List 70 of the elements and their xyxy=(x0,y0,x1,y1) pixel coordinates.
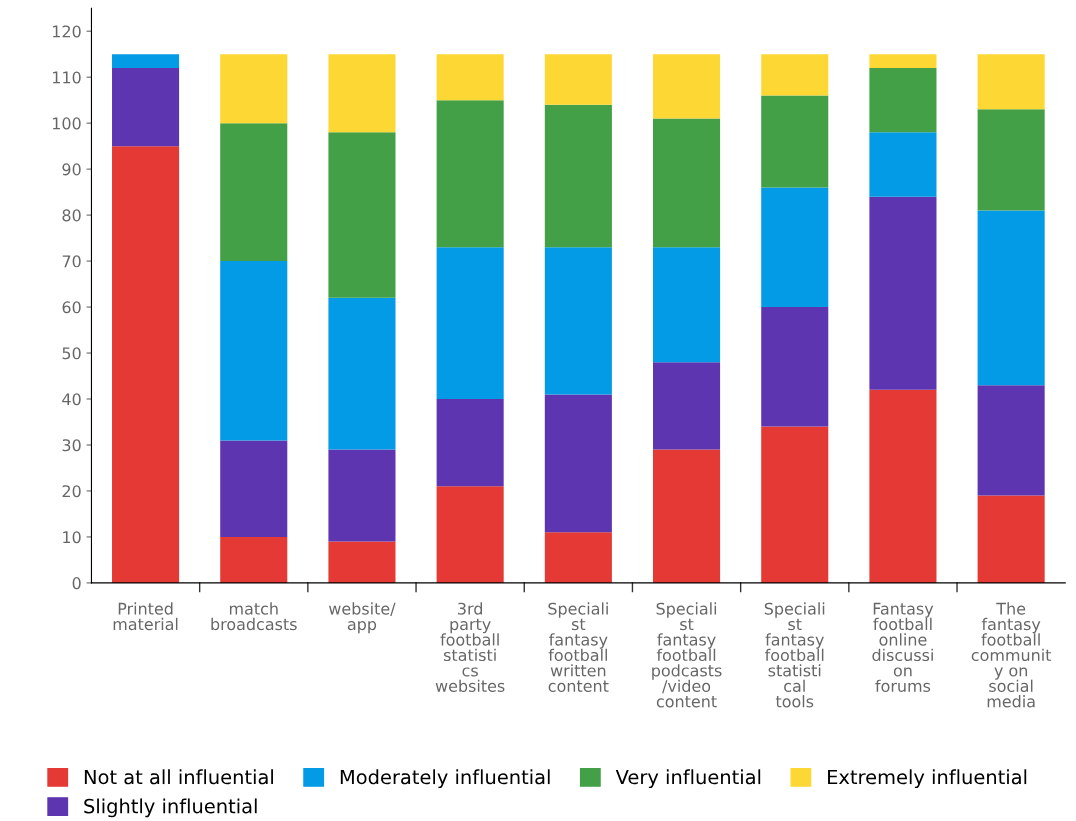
x-tick-label: match broadcasts xyxy=(211,602,297,631)
legend-label: Extremely influential xyxy=(828,769,1027,789)
bar xyxy=(653,54,721,119)
bar xyxy=(436,399,504,487)
y-tick-label: 50 xyxy=(62,347,81,360)
bar xyxy=(436,100,504,248)
y-tick-label: 80 xyxy=(62,209,81,222)
y-tick-label: 0 xyxy=(72,577,81,590)
bar xyxy=(761,426,829,583)
bar xyxy=(544,247,612,395)
bar xyxy=(977,210,1045,386)
bar xyxy=(977,495,1045,583)
bar xyxy=(328,54,396,133)
x-tick-label: Printed material xyxy=(113,602,178,631)
bar xyxy=(436,247,504,400)
legend-label: Not at all influential xyxy=(84,769,273,785)
y-tick-label: 100 xyxy=(53,117,81,130)
bar xyxy=(436,486,504,583)
bar xyxy=(653,362,721,450)
bar xyxy=(328,541,396,583)
bar xyxy=(653,449,721,583)
x-tick-label: Speciali st fantasy football written content xyxy=(548,602,609,693)
bar xyxy=(112,146,180,583)
y-tick-label: 40 xyxy=(62,393,81,406)
bar xyxy=(761,307,829,427)
bar xyxy=(761,95,829,188)
bar xyxy=(220,261,288,441)
x-tick-label: 3rd party football statisti cs websites xyxy=(435,602,505,693)
bar xyxy=(869,389,937,583)
bar xyxy=(761,54,829,96)
bar xyxy=(761,187,829,308)
bar xyxy=(869,132,937,197)
y-tick-label: 30 xyxy=(62,439,81,452)
y-tick-label: 10 xyxy=(63,531,81,544)
bar xyxy=(653,118,721,248)
bar xyxy=(328,132,396,298)
legend-label: Moderately influential xyxy=(340,769,550,789)
bar xyxy=(869,54,937,68)
bar xyxy=(436,54,504,101)
y-tick-label: 60 xyxy=(62,301,81,314)
bar xyxy=(869,196,937,390)
bar xyxy=(220,536,288,583)
x-tick-label: Speciali st fantasy football statisti cal tools xyxy=(764,602,825,708)
bar xyxy=(544,532,612,583)
y-tick-label: 110 xyxy=(53,71,81,84)
bar xyxy=(653,247,721,363)
legend-label: Very influential xyxy=(615,769,761,789)
bar xyxy=(544,104,612,248)
y-tick-label: 120 xyxy=(53,25,81,38)
bar xyxy=(220,440,288,537)
x-tick-label: Speciali st fantasy football podcasts /video content xyxy=(652,602,722,708)
bar xyxy=(977,109,1045,211)
bar xyxy=(869,67,937,133)
bar xyxy=(544,394,612,533)
x-tick-label: The fantasy football communit y on social media xyxy=(971,602,1052,708)
x-tick-label: Fantasy football online discussi on forums xyxy=(872,602,934,693)
bar xyxy=(977,385,1045,496)
legend-label: Slightly influential xyxy=(84,798,257,818)
bar xyxy=(112,54,180,68)
x-tick-label: website/ app xyxy=(329,602,396,634)
bar xyxy=(328,449,396,542)
y-tick-label: 20 xyxy=(62,485,81,498)
bar xyxy=(220,123,288,262)
bar xyxy=(977,54,1045,110)
bar xyxy=(112,67,180,147)
bar xyxy=(544,54,612,105)
bar xyxy=(328,297,396,450)
y-tick-label: 90 xyxy=(62,163,81,176)
bar xyxy=(220,54,288,124)
y-tick-label: 70 xyxy=(62,255,81,268)
